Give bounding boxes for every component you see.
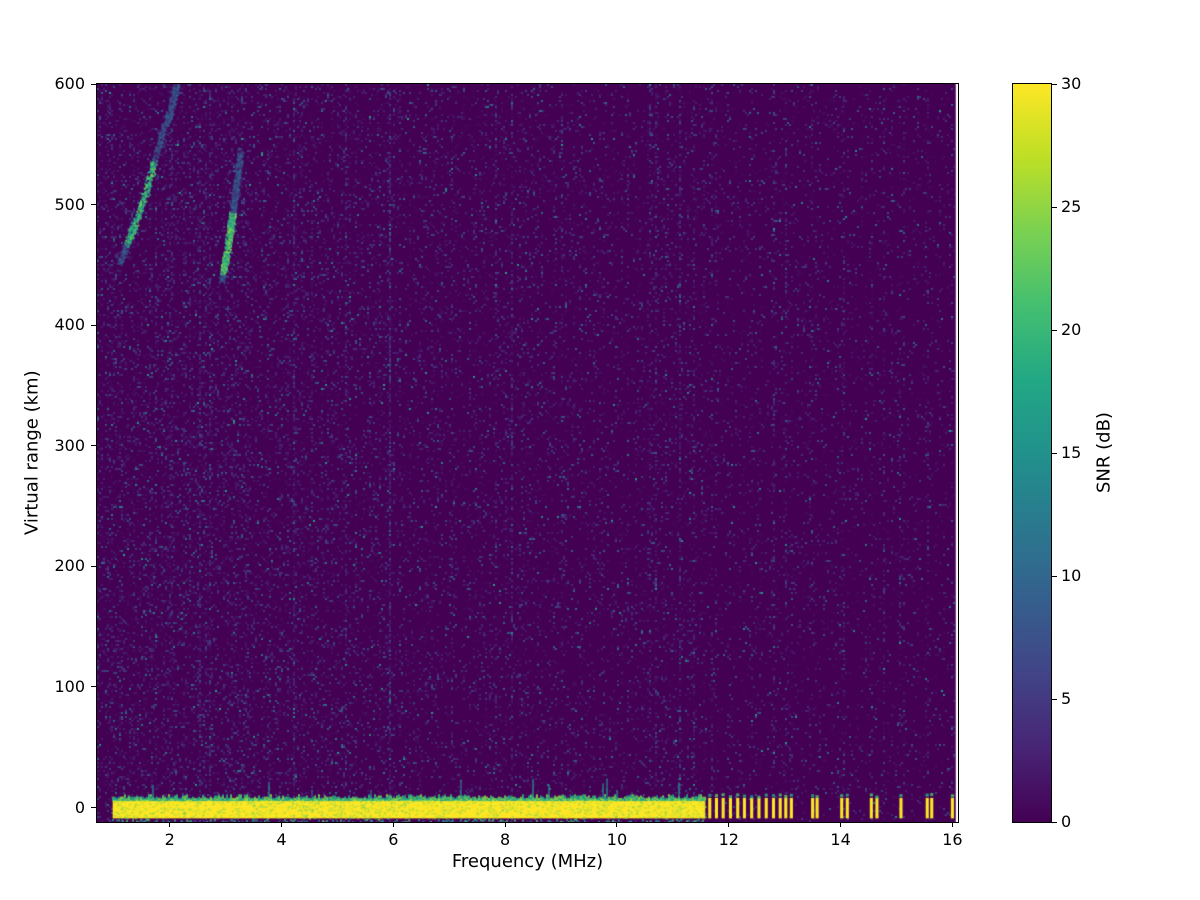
colorbar-tick-label: 20 <box>1061 320 1082 339</box>
y-tick-mark <box>91 324 97 326</box>
colorbar-tick-label: 30 <box>1061 74 1082 93</box>
y-tick-label: 600 <box>54 74 85 93</box>
x-tick-label: 6 <box>388 830 399 849</box>
heatmap-canvas <box>97 84 958 822</box>
y-tick-mark <box>91 686 97 688</box>
x-axis-label: Frequency (MHz) <box>451 851 604 872</box>
plot-area <box>96 83 959 823</box>
x-tick-mark <box>951 822 953 827</box>
y-tick-label: 100 <box>54 676 85 696</box>
x-tick-mark <box>281 822 282 827</box>
x-tick-label: 12 <box>718 830 739 849</box>
y-tick-mark <box>91 445 97 447</box>
colorbar-tick-mark <box>1052 821 1057 823</box>
colorbar-tick-label: 25 <box>1061 197 1082 216</box>
x-tick-mark <box>616 822 618 827</box>
y-tick-label: 400 <box>54 315 85 335</box>
colorbar-tick-label: 15 <box>1061 443 1082 462</box>
colorbar-tick-mark <box>1052 329 1057 331</box>
y-tick-mark <box>91 83 97 85</box>
x-tick-label: 10 <box>606 830 628 849</box>
y-tick-mark <box>91 204 97 206</box>
colorbar-tick-label: 0 <box>1061 812 1072 831</box>
x-tick-mark <box>392 822 394 827</box>
colorbar-tick-mark <box>1052 83 1057 85</box>
x-tick-label: 8 <box>500 830 511 849</box>
x-tick-label: 4 <box>276 830 287 849</box>
y-tick-mark <box>91 807 97 809</box>
colorbar-tick-mark <box>1052 206 1057 208</box>
x-tick-label: 2 <box>164 830 175 849</box>
x-tick-mark <box>840 822 842 827</box>
y-tick-label: 300 <box>54 435 85 455</box>
x-tick-mark <box>504 822 506 827</box>
colorbar-tick-mark <box>1052 698 1057 700</box>
y-tick-mark <box>91 565 97 567</box>
colorbar-tick-label: 5 <box>1061 689 1072 708</box>
colorbar-label: SNR (dB) <box>1093 412 1115 494</box>
x-tick-mark <box>728 822 730 827</box>
colorbar-tick-mark <box>1052 575 1057 577</box>
y-tick-label: 500 <box>54 194 85 214</box>
colorbar-tick-mark <box>1052 452 1057 454</box>
x-tick-label: 16 <box>942 830 963 849</box>
y-tick-label: 200 <box>54 556 85 576</box>
x-tick-label: 14 <box>830 830 851 849</box>
colorbar-tick-label: 10 <box>1061 566 1082 585</box>
colorbar-gradient <box>1012 83 1052 823</box>
x-tick-mark <box>169 822 171 827</box>
y-tick-label: 0 <box>74 797 85 817</box>
